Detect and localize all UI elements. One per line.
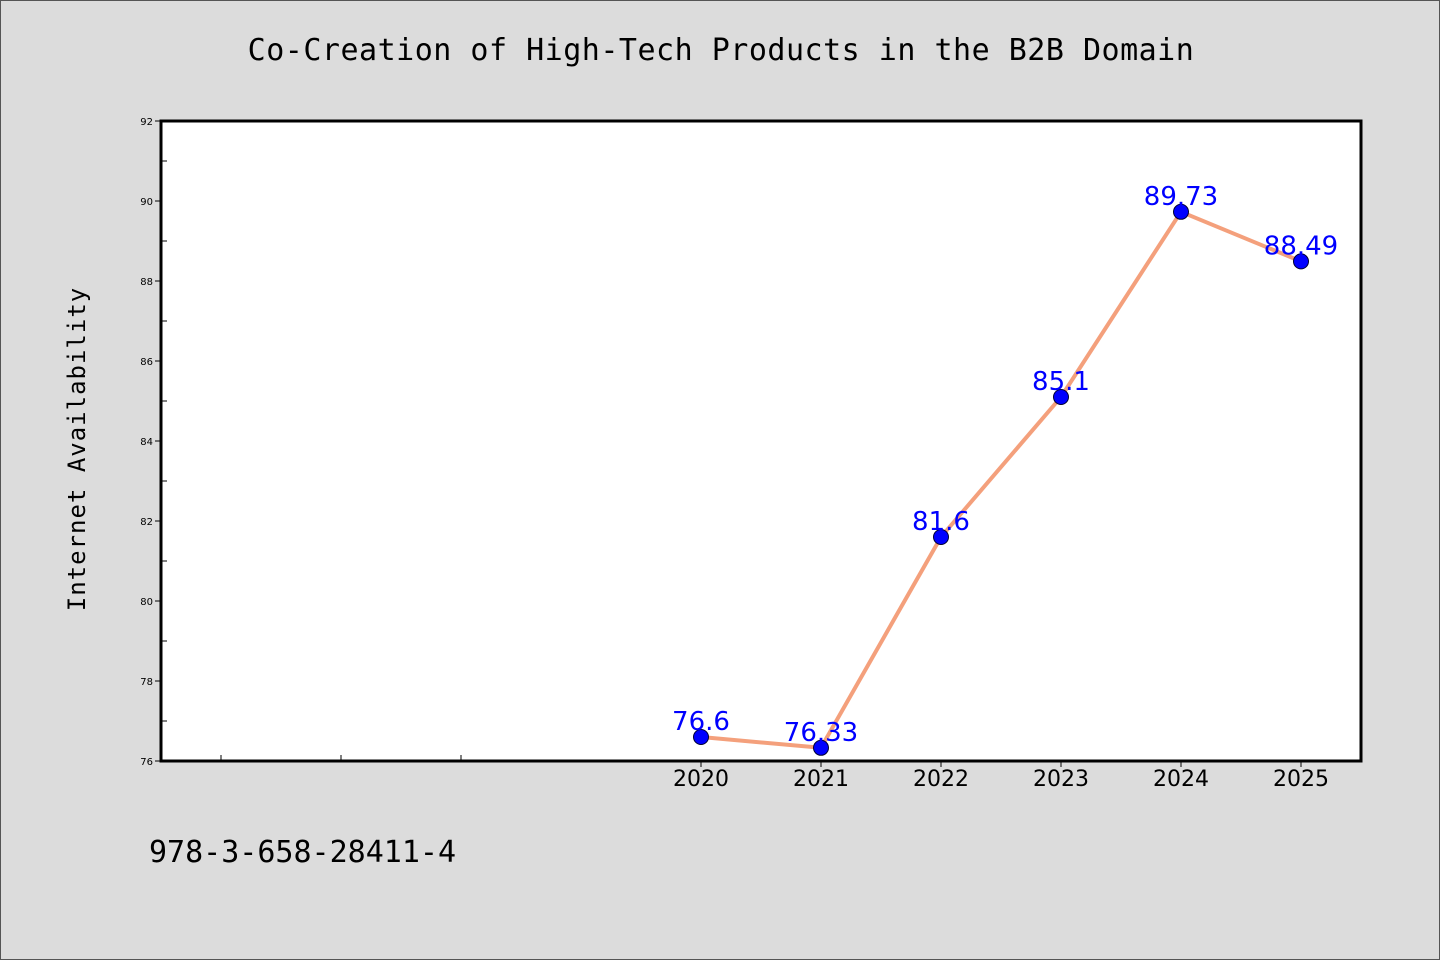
data-label: 76.33 bbox=[784, 718, 858, 748]
x-axis: 2020 2021 2022 2023 2024 2025 bbox=[220, 755, 1329, 792]
x-tick-label: 2021 bbox=[793, 767, 849, 792]
data-point bbox=[1293, 253, 1309, 270]
y-tick-label: 76 bbox=[140, 757, 153, 768]
plot-frame bbox=[159, 119, 1363, 763]
y-tick-label: 88 bbox=[140, 277, 153, 288]
y-tick-label: 92 bbox=[140, 117, 153, 128]
y-tick-label: 86 bbox=[140, 357, 153, 368]
data-markers bbox=[693, 203, 1309, 756]
x-tick-label: 2023 bbox=[1033, 767, 1089, 792]
data-label: 89.73 bbox=[1144, 182, 1218, 212]
data-label: 85.1 bbox=[1032, 367, 1090, 397]
series-line bbox=[699, 209, 1303, 750]
y-tick-label: 80 bbox=[140, 597, 153, 608]
y-tick-label: 84 bbox=[140, 437, 153, 448]
x-tick-label: 2022 bbox=[913, 767, 969, 792]
x-tick-label: 2024 bbox=[1153, 767, 1209, 792]
data-point bbox=[933, 529, 949, 545]
x-tick-label: 2020 bbox=[673, 767, 729, 792]
series-lines bbox=[699, 209, 1303, 750]
data-point bbox=[1053, 389, 1069, 405]
data-label: 76.6 bbox=[672, 707, 730, 737]
data-label: 88.49 bbox=[1264, 231, 1338, 261]
data-point bbox=[1173, 203, 1189, 220]
data-point bbox=[813, 739, 829, 756]
x-tick-label: 2025 bbox=[1273, 767, 1329, 792]
y-tick-label: 78 bbox=[140, 677, 153, 688]
data-point bbox=[693, 729, 709, 745]
y-tick-label: 90 bbox=[140, 197, 153, 208]
y-tick-label: 82 bbox=[140, 517, 153, 528]
y-axis: 76 78 80 82 84 86 88 90 92 bbox=[140, 117, 167, 768]
plot-area bbox=[161, 121, 1361, 761]
chart-title: Co-Creation of High-Tech Products in the… bbox=[247, 33, 1195, 68]
data-label: 81.6 bbox=[912, 507, 970, 537]
data-labels: 76.6 76.33 81.6 85.1 89.73 88.49 bbox=[672, 182, 1338, 748]
isbn-code: 978-3-658-28411-4 bbox=[149, 835, 457, 870]
